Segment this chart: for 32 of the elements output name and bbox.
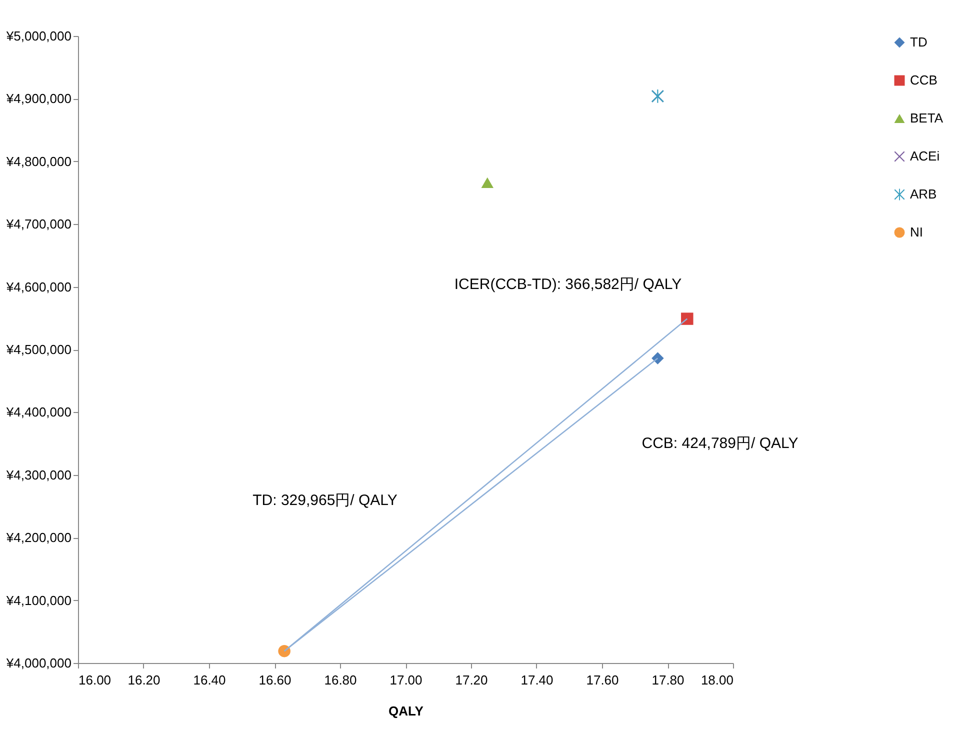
legend-label: NI xyxy=(910,224,923,240)
y-tick-label: ¥4,500,000 xyxy=(5,342,72,357)
legend-label: TD xyxy=(910,34,928,50)
annotation: ICER(CCB-TD): 366,582円/ QALY xyxy=(454,276,682,293)
y-tick-label: ¥4,800,000 xyxy=(5,154,72,169)
x-tick-label: 16.40 xyxy=(193,672,226,688)
annotation: CCB: 424,789円/ QALY xyxy=(642,435,798,452)
y-tick-label: ¥4,100,000 xyxy=(5,592,72,608)
y-tick-label: ¥5,000,000 xyxy=(5,28,72,44)
y-tick-label: ¥4,900,000 xyxy=(5,91,72,106)
x-tick-label: 17.20 xyxy=(455,672,488,688)
y-tick-label: ¥4,600,000 xyxy=(5,279,72,294)
legend-label: CCB xyxy=(910,72,938,88)
legend-label: BETA xyxy=(910,110,944,126)
x-tick-label: 17.80 xyxy=(652,672,684,688)
legend-label: ARB xyxy=(910,186,937,202)
x-tick-label: 16.00 xyxy=(78,672,112,688)
x-tick-label: 18.00 xyxy=(700,672,734,688)
x-tick-label: 16.60 xyxy=(258,672,292,688)
legend-label: ACEi xyxy=(910,148,940,164)
x-axis-title: QALY xyxy=(388,704,424,718)
x-tick-label: 16.80 xyxy=(324,672,357,688)
x-tick-label: 17.00 xyxy=(390,672,422,688)
annotation: TD: 329,965円/ QALY xyxy=(252,492,398,509)
y-tick-label: ¥4,000,000 xyxy=(5,656,72,670)
y-tick-label: ¥4,200,000 xyxy=(5,530,72,546)
y-tick-label: ¥4,400,000 xyxy=(5,404,72,420)
x-tick-label: 16.20 xyxy=(128,672,160,688)
y-tick-label: ¥4,300,000 xyxy=(5,467,72,482)
x-tick-label: 17.60 xyxy=(586,672,619,688)
x-tick-label: 17.40 xyxy=(520,672,554,688)
y-tick-label: ¥4,700,000 xyxy=(5,216,72,232)
